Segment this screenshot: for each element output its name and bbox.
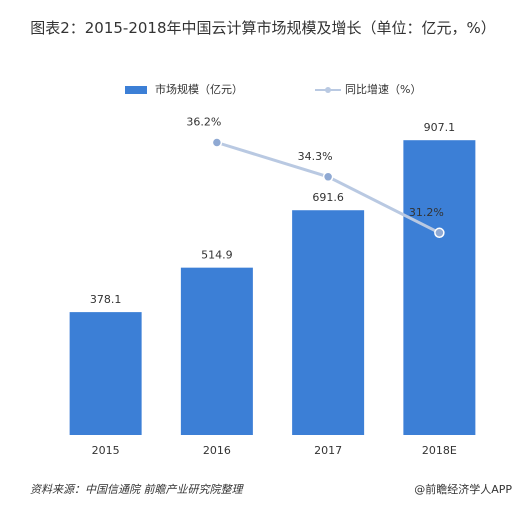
value-label: 691.6 (312, 191, 344, 204)
legend-label: 同比增速（%） (345, 82, 421, 96)
x-tick-label: 2018E (422, 444, 457, 457)
line-point (322, 171, 334, 183)
legend-swatch (325, 87, 331, 93)
line-point (434, 227, 445, 239)
value-label: 31.2% (409, 206, 444, 219)
line-point (211, 137, 223, 148)
legend-swatch (125, 86, 147, 94)
bar (69, 312, 142, 435)
bar (292, 210, 365, 435)
value-label: 36.2% (186, 116, 221, 129)
bar (180, 267, 253, 435)
chart-title: 图表2：2015-2018年中国云计算市场规模及增长（单位：亿元，%） (30, 19, 496, 37)
x-tick-label: 2015 (92, 444, 120, 457)
bar (403, 140, 476, 435)
value-label: 907.1 (424, 121, 456, 134)
legend-label: 市场规模（亿元） (155, 82, 243, 96)
value-label: 514.9 (201, 249, 233, 262)
source: 资料来源：中国信通院 前瞻产业研究院整理 (30, 483, 244, 496)
x-tick-label: 2016 (203, 444, 231, 457)
x-tick-label: 2017 (314, 444, 342, 457)
value-label: 34.3% (298, 150, 333, 163)
value-label: 378.1 (90, 293, 122, 306)
credit: @前瞻经济学人APP (414, 482, 512, 496)
